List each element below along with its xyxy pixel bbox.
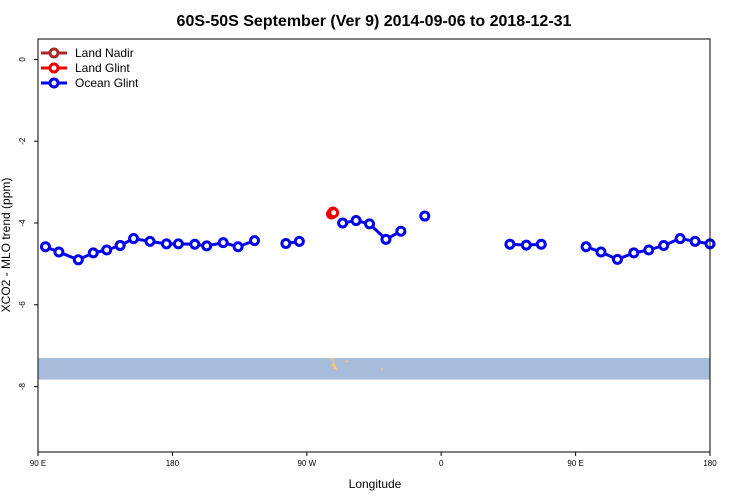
series-land-glint (325, 206, 340, 220)
plot-frame (37, 38, 711, 453)
legend-label-land-glint: Land Glint (75, 61, 130, 75)
y-axis: 0 -2 -4 -6 -8 (18, 57, 38, 390)
ocean-glint-point-0-6 (128, 233, 140, 245)
x-tick-label-3: 0 (439, 459, 444, 468)
ocean-glint-point-2-1 (350, 215, 362, 227)
ocean-glint-point-0-11 (201, 240, 213, 252)
ocean-glint-point-6-1 (595, 246, 607, 258)
ocean-glint-point-0-7 (144, 235, 156, 247)
ocean-glint-point-0-4 (101, 244, 113, 256)
legend-marker-ocean-glint (48, 77, 60, 89)
ocean-glint-point-0-2 (72, 254, 84, 266)
legend-marker-land-glint (48, 62, 60, 74)
x-tick-label-1: 180 (166, 459, 180, 468)
ocean-glint-point-0-8 (160, 238, 172, 250)
map-ocean (38, 357, 710, 380)
ocean-glint-point-2-3 (380, 233, 392, 245)
ocean-glint-point-5-2 (535, 238, 547, 250)
ocean-glint-point-0-10 (189, 238, 201, 250)
y-tick-label-4: -8 (18, 382, 27, 390)
chart-title: 60S-50S September (Ver 9) 2014-09-06 to … (177, 13, 572, 30)
ocean-glint-point-6-0 (580, 241, 592, 253)
y-tick-label-2: -4 (18, 219, 27, 227)
ocean-glint-point-5-0 (504, 238, 516, 250)
ocean-glint-point-3-0 (419, 210, 431, 222)
x-axis: 90 E 180 90 W 0 90 E 180 (30, 452, 717, 468)
ocean-glint-point-0-9 (172, 238, 184, 250)
ocean-glint-point-1-1 (293, 235, 305, 247)
x-axis-label: Longitude (349, 477, 402, 491)
ocean-glint-point-0-14 (249, 235, 261, 247)
y-tick-label-0: 0 (18, 57, 27, 62)
ocean-glint-point-6-5 (658, 240, 670, 251)
plot-content (39, 206, 716, 266)
ocean-glint-point-0-1 (53, 246, 65, 258)
series-ocean-glint (39, 210, 716, 266)
map-land-falklands (345, 360, 349, 363)
y-tick-label-1: -2 (18, 137, 27, 145)
ocean-glint-point-6-6 (674, 233, 686, 245)
x-tick-label-4: 90 E (567, 459, 583, 468)
land-glint-point-0-2 (328, 207, 340, 219)
ocean-glint-point-2-0 (337, 217, 349, 229)
x-tick-label-0: 90 E (30, 459, 46, 468)
ocean-glint-point-0-3 (87, 247, 99, 259)
ocean-glint-point-4-0 (114, 240, 126, 251)
ocean-glint-point-6-7 (689, 235, 701, 247)
ocean-glint-point-0-13 (232, 241, 244, 253)
ocean-glint-point-6-3 (628, 247, 640, 259)
legend-label-land-nadir: Land Nadir (75, 46, 134, 60)
legend-label-ocean-glint: Ocean Glint (75, 76, 139, 90)
ocean-glint-point-0-12 (217, 237, 229, 249)
ocean-glint-point-2-2 (364, 218, 376, 230)
map-strip (38, 357, 710, 380)
y-axis-label: XCO2 - MLO trend (ppm) (0, 178, 13, 313)
ocean-glint-point-6-4 (643, 244, 655, 256)
ocean-glint-point-6-2 (611, 253, 623, 265)
ocean-glint-point-5-1 (520, 239, 532, 251)
x-tick-label-5: 180 (703, 459, 717, 468)
ocean-glint-point-1-0 (280, 237, 292, 249)
ocean-glint-point-0-0 (39, 241, 51, 253)
x-tick-label-2: 90 W (297, 459, 316, 468)
ocean-glint-point-2-4 (395, 225, 407, 237)
map-land-south-america (329, 357, 338, 370)
legend-marker-land-nadir (48, 47, 60, 59)
map-land-south-georgia (381, 368, 383, 370)
y-tick-label-3: -6 (18, 301, 27, 309)
